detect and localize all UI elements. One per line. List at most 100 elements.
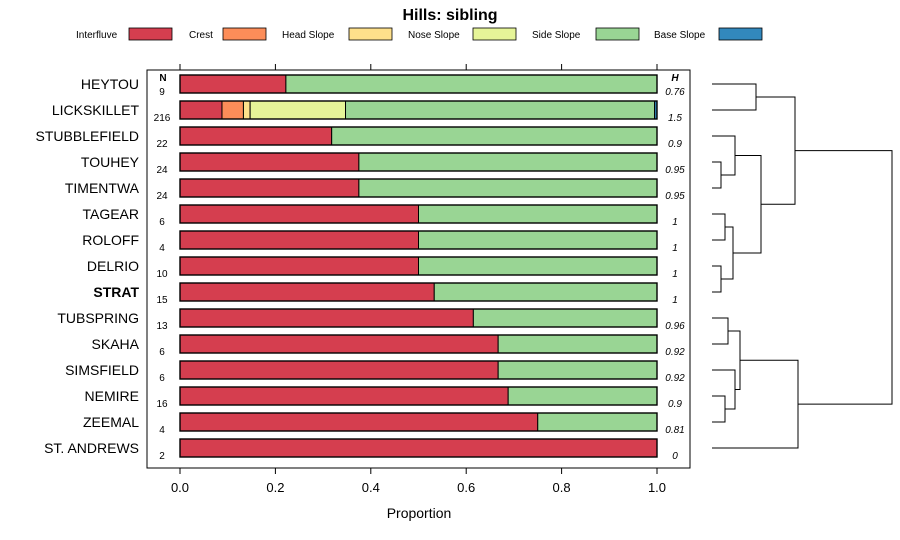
- legend-swatch: [595, 27, 640, 41]
- legend-swatch: [222, 27, 267, 41]
- h-value: 0.9: [668, 139, 682, 150]
- h-value: 0.76: [665, 87, 685, 98]
- bar-outline: [179, 100, 658, 120]
- bar-outline: [179, 230, 658, 250]
- n-value: 15: [156, 295, 168, 306]
- legend-label: Side Slope: [532, 30, 581, 41]
- bar-segment: [345, 100, 656, 120]
- dendrogram-branch: [728, 330, 741, 390]
- dendrogram-branch: [712, 135, 736, 176]
- bar-segment: [179, 126, 333, 146]
- dendrogram-branch: [712, 161, 722, 189]
- h-value: 0.9: [668, 399, 682, 410]
- bar-segment: [179, 74, 287, 94]
- bar-segment: [221, 100, 244, 120]
- bar-outline: [179, 282, 658, 302]
- chart-title: Hills: sibling: [402, 7, 497, 24]
- n-value: 22: [156, 139, 168, 150]
- bar-segment: [179, 412, 539, 432]
- bar-segment: [507, 386, 658, 406]
- bar-outline: [179, 178, 658, 198]
- n-value: 6: [159, 217, 165, 228]
- bar-segment: [179, 386, 509, 406]
- dendrogram-branch: [712, 83, 757, 111]
- dendrogram-branch: [712, 395, 726, 423]
- n-value: 2: [159, 451, 165, 462]
- n-value: 6: [159, 347, 165, 358]
- n-value: 9: [159, 87, 165, 98]
- bar-outline: [179, 204, 658, 224]
- bar-outline: [179, 126, 658, 146]
- bar-segment: [179, 438, 658, 458]
- x-tick-label: 0.6: [457, 480, 475, 495]
- legend-label: Crest: [189, 30, 213, 41]
- n-value: 13: [156, 321, 168, 332]
- row-label: ROLOFF: [82, 232, 139, 248]
- row-label: STUBBLEFIELD: [36, 128, 139, 144]
- x-tick-label: 0.4: [362, 480, 380, 495]
- row-label: ST. ANDREWS: [44, 440, 139, 456]
- bar-segment: [179, 256, 419, 276]
- bar-segment: [285, 74, 658, 94]
- n-column-header: N: [159, 73, 166, 84]
- x-axis-label: Proportion: [387, 505, 452, 521]
- h-value: 1: [672, 269, 678, 280]
- x-tick-label: 1.0: [648, 480, 666, 495]
- dendrogram-branch: [795, 150, 893, 405]
- legend-swatch: [348, 27, 393, 41]
- legend-label: Nose Slope: [408, 30, 460, 41]
- row-label: DELRIO: [87, 258, 139, 274]
- bar-segment: [179, 230, 419, 250]
- row-label: TOUHEY: [81, 154, 140, 170]
- bar-segment: [497, 360, 658, 380]
- bar-segment: [179, 282, 435, 302]
- bar-outline: [179, 360, 658, 380]
- x-axis: 0.0 0.2 0.4 0.6 0.8 1.0: [171, 64, 666, 495]
- n-value: 24: [156, 165, 168, 176]
- bar-segment: [358, 178, 658, 198]
- bar-segment: [331, 126, 658, 146]
- n-value: 216: [154, 113, 171, 124]
- h-value: 1.5: [668, 113, 682, 124]
- h-value: 0.92: [665, 373, 685, 384]
- row-label: HEYTOU: [81, 76, 139, 92]
- legend-label: Head Slope: [282, 30, 335, 41]
- n-value: 10: [156, 269, 168, 280]
- legend-swatch: [718, 27, 763, 41]
- bar-segment: [179, 100, 223, 120]
- bar-segment: [433, 282, 658, 302]
- h-value: 1: [672, 295, 678, 306]
- bar-outline: [179, 386, 658, 406]
- bar-outline: [179, 152, 658, 172]
- bar-segment: [242, 100, 251, 120]
- bar-outline: [179, 334, 658, 354]
- row-label: TAGEAR: [82, 206, 139, 222]
- bar-segment: [179, 152, 360, 172]
- dendrogram-branch: [733, 155, 762, 254]
- bar-segment: [179, 334, 499, 354]
- dendrogram: [712, 83, 893, 449]
- bar-outline: [179, 412, 658, 432]
- h-value: 0.95: [665, 165, 685, 176]
- legend-swatch: [128, 27, 173, 41]
- row-label: NEMIRE: [85, 388, 139, 404]
- bar-segment: [537, 412, 658, 432]
- bar-outline: [179, 256, 658, 276]
- h-value: 0.96: [665, 321, 685, 332]
- row-label: LICKSKILLET: [52, 102, 140, 118]
- dendrogram-branch: [721, 226, 734, 280]
- bar-segment: [179, 204, 419, 224]
- row-label: SIMSFIELD: [65, 362, 139, 378]
- bar-segment: [418, 230, 658, 250]
- bar-segment: [472, 308, 658, 328]
- bar-outline: [179, 438, 658, 458]
- n-value: 16: [156, 399, 168, 410]
- bar-segment: [418, 204, 658, 224]
- legend-swatch: [472, 27, 517, 41]
- bar-segment: [418, 256, 658, 276]
- h-value: 1: [672, 243, 678, 254]
- n-value: 4: [159, 243, 165, 254]
- bar-segment: [179, 178, 360, 198]
